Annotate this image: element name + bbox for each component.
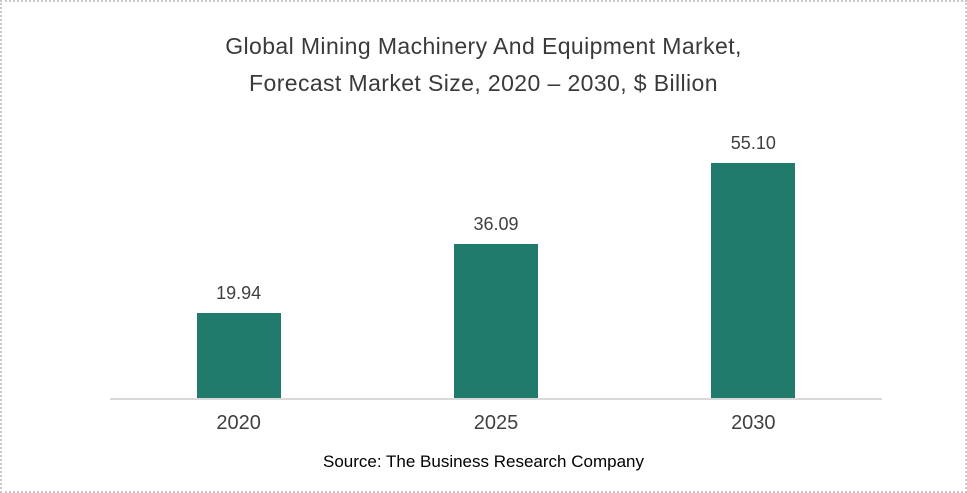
bar-2025	[453, 244, 538, 398]
bar-group-2025: 36.09	[367, 132, 624, 398]
x-axis-label-2025: 2025	[473, 412, 519, 434]
x-axis-labels: 2020 2025 2030	[110, 412, 882, 435]
bar-2030	[711, 163, 796, 398]
x-axis-label-2020: 2020	[216, 412, 261, 434]
bar-value-label-2030: 55.10	[730, 133, 776, 153]
chart-title-line1: Global Mining Machinery And Equipment Ma…	[225, 33, 742, 59]
bar-value-label-2025: 36.09	[473, 214, 519, 234]
chart-title-line2: Forecast Market Size, 2020 – 2030, $ Bil…	[249, 70, 718, 96]
bar-2020	[196, 313, 281, 398]
chart-title: Global Mining Machinery And Equipment Ma…	[2, 28, 965, 102]
bar-group-2030: 55.10	[625, 132, 882, 398]
bar-value-label-2020: 19.94	[216, 283, 262, 303]
bar-group-2020: 19.94	[110, 132, 367, 398]
plot-area: 19.94 36.09 55.10	[110, 132, 882, 400]
source-text: Source: The Business Research Company	[323, 452, 644, 471]
x-axis-label-2030: 2030	[731, 412, 776, 434]
